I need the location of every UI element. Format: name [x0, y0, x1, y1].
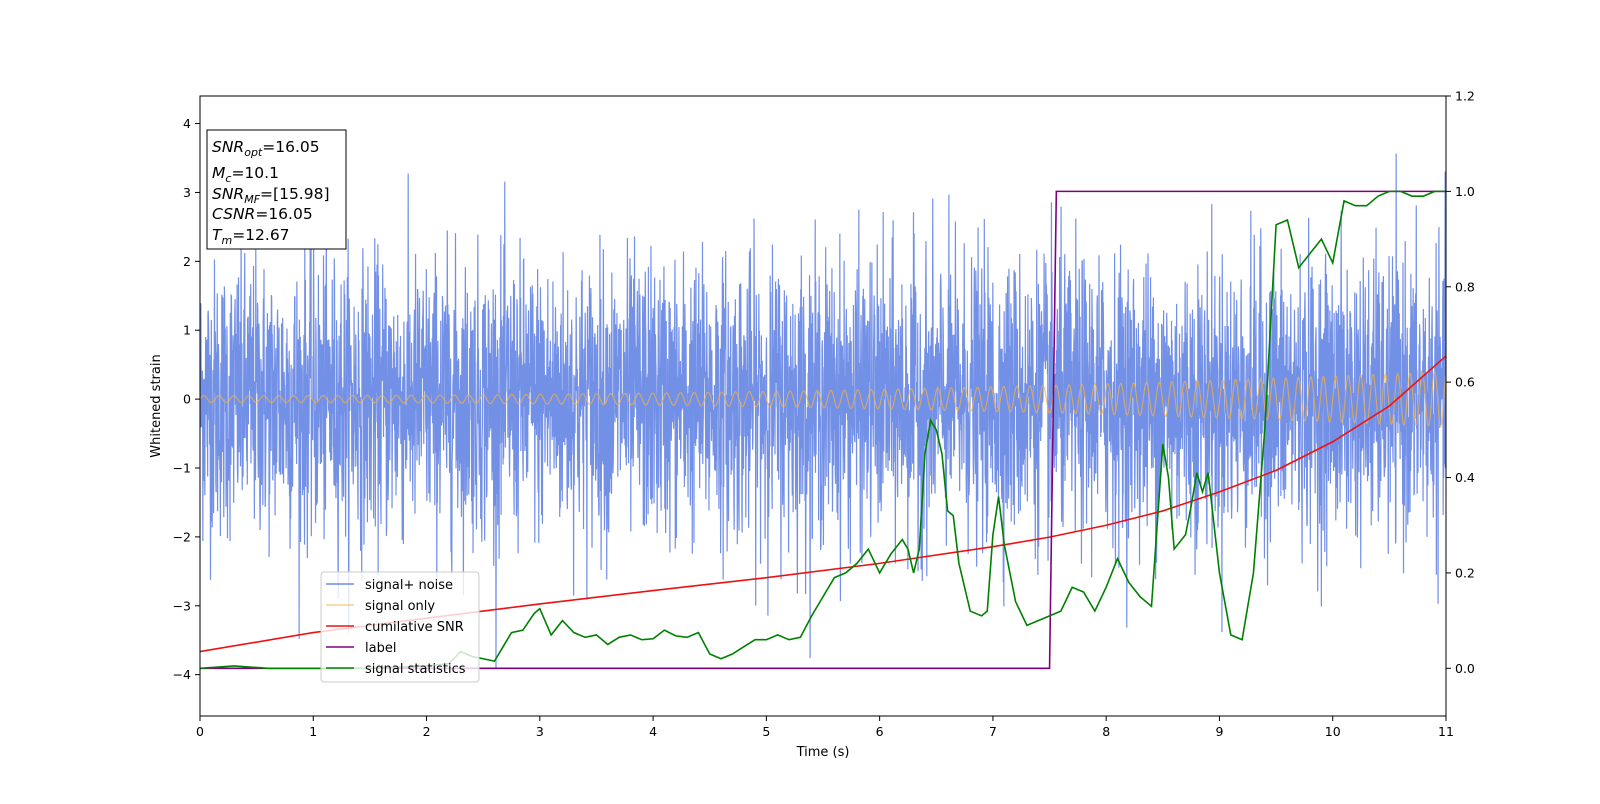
y2-tick-label: 1.2	[1455, 89, 1475, 104]
x-tick-label: 11	[1438, 724, 1454, 739]
annotation-tm: Tm=12.67	[212, 226, 290, 247]
legend-label-signal: signal only	[365, 599, 435, 614]
y-tick-label: 2	[183, 254, 191, 269]
x-tick-label: 5	[762, 724, 770, 739]
y2-tick-label: 0.4	[1455, 470, 1475, 485]
legend-label-stat: signal statistics	[365, 662, 466, 677]
x-tick-label: 0	[196, 724, 204, 739]
x-tick-label: 4	[649, 724, 657, 739]
series-signal-noise-line	[200, 153, 1446, 668]
x-tick-label: 8	[1102, 724, 1110, 739]
y-tick-label: 3	[183, 185, 191, 200]
y-axis-title: Whitened strain	[149, 354, 164, 457]
y-tick-label: −2	[173, 529, 191, 544]
series-label-line	[200, 190, 1446, 670]
x-tick-label: 3	[536, 724, 544, 739]
x-tick-label: 6	[876, 724, 884, 739]
x-tick-label: 7	[989, 724, 997, 739]
y2-tick-label: 0.2	[1455, 565, 1475, 580]
axes: 0 1 2 3 4 5 6 7 8 9 10 11 −4 −3 −2 −1 0 1 2 3 4 0.0 0.2 0.4 0.6 0…	[173, 89, 1475, 740]
y-tick-label: 1	[183, 323, 191, 338]
y-tick-label: 0	[183, 392, 191, 407]
x-axis-title: Time (s)	[796, 745, 850, 760]
y-tick-label: −3	[173, 598, 191, 613]
x-tick-label: 9	[1215, 724, 1223, 739]
plot-frame	[199, 95, 1447, 717]
y-tick-label: 4	[183, 116, 191, 131]
y2-tick-label: 0.0	[1455, 661, 1475, 676]
y2-tick-label: 0.8	[1455, 279, 1475, 294]
series-signal-statistics-line	[200, 190, 1446, 670]
annotation-csnr: CSNR=16.05	[212, 205, 313, 223]
series-signal-only-line	[200, 371, 1446, 428]
y2-tick-label: 1.0	[1455, 184, 1475, 199]
x-tick-label: 1	[309, 724, 317, 739]
plot-area	[200, 153, 1446, 670]
y2-tick-label: 0.6	[1455, 375, 1475, 390]
annotation-snr-opt: SNRopt=16.05	[212, 138, 320, 159]
y-tick-label: −1	[173, 461, 191, 476]
legend-label-csnr: cumilative SNR	[365, 620, 464, 635]
annotation-box: SNRopt=16.05 Mc=10.1 SNRMF=[15.98] CSNR=…	[206, 129, 347, 250]
x-tick-label: 10	[1325, 724, 1341, 739]
legend: signal+ noise signal only cumilative SNR…	[320, 571, 480, 683]
x-tick-label: 2	[423, 724, 431, 739]
annotation-mc: Mc=10.1	[212, 164, 279, 185]
legend-label-label: label	[365, 641, 396, 656]
series-cumulative-snr-line	[200, 355, 1446, 653]
legend-label-noise: signal+ noise	[365, 578, 453, 593]
annotation-snr-mf: SNRMF=[15.98]	[212, 185, 330, 206]
y-tick-label: −4	[173, 667, 191, 682]
